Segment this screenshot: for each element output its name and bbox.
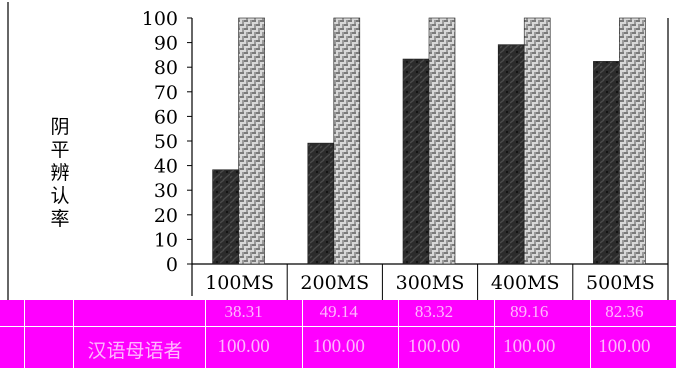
x-tick-label: 400MS — [491, 272, 560, 294]
band-divider — [205, 300, 206, 368]
legend-row-series-1 — [0, 300, 676, 326]
y-tick-label: 90 — [154, 33, 178, 55]
bar-2-1 — [238, 17, 265, 265]
bar-2-2 — [333, 17, 361, 265]
band-divider — [24, 300, 25, 368]
y-axis-label-char: 阴 — [50, 116, 69, 138]
table-series-name-2: 汉语母语者 — [87, 341, 183, 362]
table-cell-1-3: 83.32 — [414, 302, 454, 321]
x-tick-label: 500MS — [586, 272, 655, 294]
table-cell-2-3: 100.00 — [407, 336, 461, 357]
y-axis-label-char: 率 — [50, 208, 69, 230]
bar-1-2 — [307, 142, 335, 265]
y-axis-label-char: 认 — [50, 185, 69, 207]
table-cell-1-1: 38.31 — [224, 302, 263, 321]
table-cell-2-4: 100.00 — [503, 336, 556, 357]
y-tick-label: 20 — [154, 205, 178, 227]
y-tick-label: 10 — [154, 229, 178, 251]
bar-1-4 — [497, 44, 525, 265]
table-cell-2-1: 100.00 — [217, 336, 270, 357]
y-tick-label: 50 — [154, 131, 178, 153]
x-tick-label: 200MS — [300, 272, 369, 294]
bar-2-5 — [619, 17, 646, 265]
x-tick-label: 300MS — [396, 272, 465, 294]
y-tick-label: 0 — [166, 254, 178, 276]
y-tick-label: 60 — [154, 106, 178, 128]
y-tick-label: 70 — [154, 82, 178, 104]
table-cell-1-2: 49.14 — [319, 302, 358, 321]
table-cell-1-4: 89.16 — [510, 302, 549, 321]
y-axis-label-char: 平 — [50, 139, 69, 161]
legend-row-series-2 — [0, 327, 676, 368]
bar-2-3 — [428, 17, 456, 265]
table-cell-1-5: 82.36 — [605, 302, 644, 321]
bar-1-3 — [402, 58, 430, 265]
y-tick-label: 30 — [154, 180, 178, 202]
table-cell-2-5: 100.00 — [598, 336, 651, 357]
x-tick-label: 100MS — [205, 272, 274, 294]
band-divider — [398, 300, 399, 368]
y-tick-label: 80 — [154, 57, 178, 79]
band-divider — [494, 300, 495, 368]
bar-2-4 — [523, 17, 551, 265]
bar-1-5 — [593, 61, 620, 265]
y-tick-label: 100 — [142, 8, 178, 30]
band-divider — [302, 300, 303, 368]
band-divider — [590, 300, 591, 368]
y-axis-label-char: 辨 — [50, 162, 69, 184]
band-divider — [73, 300, 74, 368]
bar-1-1 — [212, 169, 239, 265]
table-cell-2-2: 100.00 — [312, 336, 365, 357]
y-tick-label: 40 — [154, 156, 178, 178]
